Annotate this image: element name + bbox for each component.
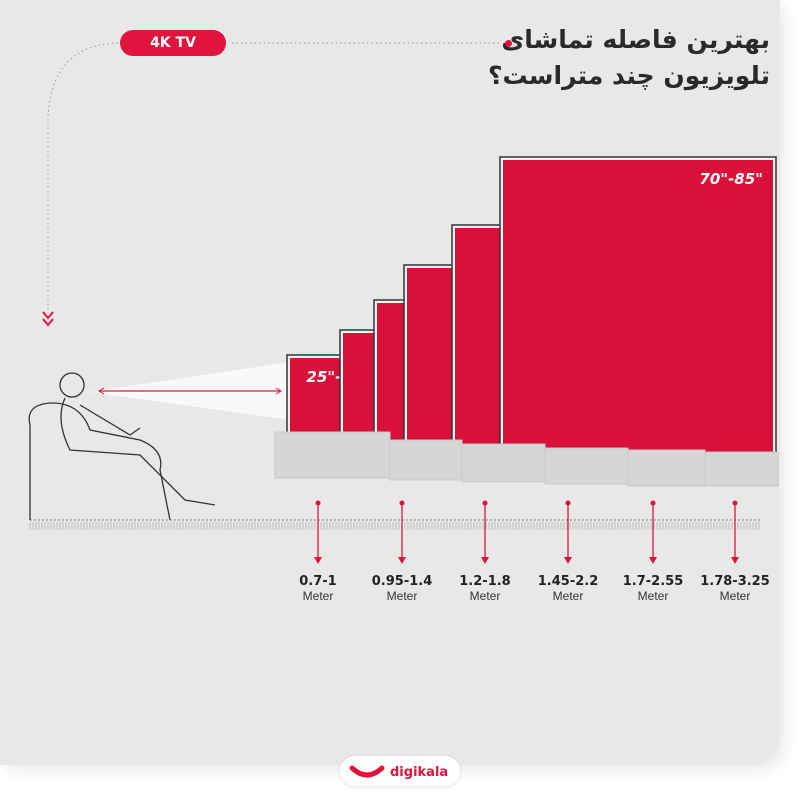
digikala-logo[interactable]: digikala bbox=[340, 756, 460, 786]
distance-value: 1.7-2.55 bbox=[622, 574, 684, 589]
viewer-head bbox=[59, 372, 85, 398]
distance-value: 0.95-1.4 bbox=[371, 574, 433, 589]
tv-stand bbox=[544, 447, 629, 485]
tv-screen bbox=[503, 160, 773, 455]
title-line-2: تلویزیون چند متراست؟ bbox=[487, 61, 770, 90]
arrow-down-icon bbox=[314, 557, 322, 564]
distance-value: 1.2-1.8 bbox=[459, 574, 511, 589]
title-dot bbox=[505, 40, 512, 47]
title-line-1: بهترین فاصله تماشای bbox=[501, 25, 770, 54]
logo-mark: digikala bbox=[349, 765, 448, 780]
arrow-down-icon bbox=[564, 557, 572, 564]
distance-value: 1.78-3.25 bbox=[700, 574, 770, 589]
chevron-down-icon bbox=[42, 311, 54, 327]
distance-label: 1.2-1.8 Meter bbox=[430, 574, 540, 603]
arrow-down-icon bbox=[649, 557, 657, 564]
arrow-down-icon bbox=[481, 557, 489, 564]
distance-unit: Meter bbox=[386, 589, 418, 603]
distance-unit: Meter bbox=[552, 589, 584, 603]
distance-label: 1.45-2.2 Meter bbox=[513, 574, 623, 603]
tv-stand bbox=[389, 439, 463, 481]
distance-unit: Meter bbox=[637, 589, 669, 603]
distance-value: 1.45-2.2 bbox=[537, 574, 599, 589]
tv-size-label: 70"-85" bbox=[699, 170, 763, 188]
viewer-body bbox=[60, 397, 216, 506]
distance-value: 0.7-1 bbox=[299, 574, 337, 589]
guide-line-down bbox=[47, 42, 119, 310]
arrow-down-icon bbox=[398, 557, 406, 564]
tv-stand bbox=[704, 451, 779, 487]
tv-stand bbox=[274, 431, 391, 479]
distance-unit: Meter bbox=[469, 589, 501, 603]
page-title: بهترین فاصله تماشای تلویزیون چند متراست؟ bbox=[488, 22, 770, 94]
svg-text:digikala: digikala bbox=[390, 765, 448, 780]
distance-label: 0.95-1.4 Meter bbox=[347, 574, 457, 603]
distance-unit: Meter bbox=[719, 589, 751, 603]
distance-label: 1.7-2.55 Meter bbox=[598, 574, 708, 603]
armchair bbox=[28, 402, 171, 521]
tv-stand bbox=[627, 449, 706, 487]
arrow-down-icon bbox=[731, 557, 739, 564]
arrow-heads bbox=[98, 387, 282, 395]
distance-label: 0.7-1 Meter bbox=[263, 574, 373, 603]
distance-label: 1.78-3.25 Meter bbox=[680, 574, 790, 603]
4k-tv-badge: 4K TV bbox=[120, 30, 226, 56]
distance-unit: Meter bbox=[302, 589, 334, 603]
tv-stand bbox=[461, 443, 546, 483]
